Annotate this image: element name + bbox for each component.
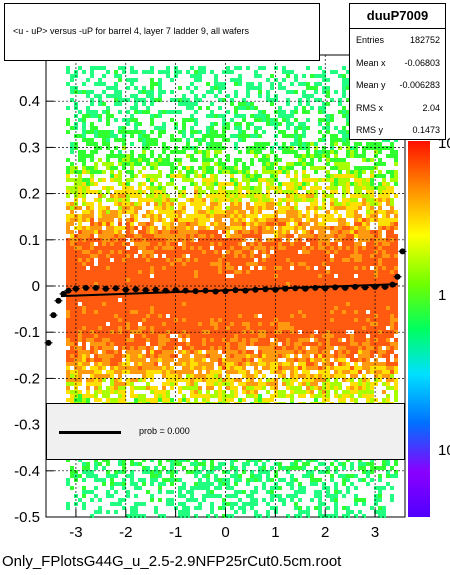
profile-point [282, 285, 289, 292]
profile-point [322, 285, 329, 292]
profile-point [332, 284, 339, 291]
fit-line-segment [60, 283, 398, 298]
profile-point [182, 287, 189, 294]
stats-name: duuP7009 [350, 4, 445, 29]
stats-key: RMS y [356, 125, 383, 135]
profile-point [399, 248, 406, 255]
stats-row: Entries 182752 [350, 29, 445, 52]
profile-point [142, 287, 149, 294]
profile-point [292, 285, 299, 292]
profile-point [172, 287, 179, 294]
profile-point [92, 284, 99, 291]
profile-point [389, 281, 396, 288]
profile-point [152, 286, 159, 293]
color-scale-labels: 10110 [438, 135, 450, 459]
x-tick-label: 2 [321, 524, 329, 541]
profile-point [202, 287, 209, 294]
y-tick-label: 0.1 [19, 232, 40, 249]
profile-point [372, 283, 379, 290]
profile-point [192, 288, 199, 295]
stats-key: Mean y [356, 80, 386, 90]
x-tick-label: 1 [271, 524, 279, 541]
profile-point [232, 287, 239, 294]
profile-point [352, 283, 359, 290]
stats-key: Mean x [356, 57, 386, 68]
stats-key: Entries [356, 35, 385, 45]
y-tick-label: -0.1 [14, 324, 40, 341]
y-tick-label: -0.2 [14, 370, 40, 387]
x-tick-label: -3 [69, 524, 82, 541]
stats-value: -0.06803 [404, 57, 440, 68]
stats-row: RMS x 2.04 [350, 97, 445, 120]
color-scale-bar [408, 141, 430, 517]
profile-point [45, 339, 52, 346]
stats-box: duuP7009 Entries 182752 Mean x -0.06803 Me… [349, 3, 446, 140]
profile-point [112, 285, 119, 292]
profile-point [342, 284, 349, 291]
profile-point [362, 284, 369, 291]
profile-point [242, 287, 249, 294]
profile-point [55, 297, 62, 304]
profile-point [132, 286, 139, 293]
y-tick-label: -0.4 [14, 463, 40, 480]
profile-point [72, 285, 79, 292]
plot-title: <u - uP> versus -uP for barrel 4, layer … [13, 26, 249, 36]
profile-points [44, 248, 407, 346]
stats-value: 0.1473 [412, 125, 440, 135]
stats-value: 182752 [409, 35, 440, 45]
axes: -3 -2 -1 0 1 2 3 -0.5 -0.4 -0.3 -0.2 -0.1 0 0.1 0.2 0.3… [14, 93, 379, 541]
profile-point [102, 285, 109, 292]
profile-point [252, 286, 259, 293]
y-tick-label: -0.3 [14, 417, 40, 434]
profile-point [65, 287, 72, 294]
x-tick-label: -2 [119, 524, 132, 541]
profile-point [122, 286, 129, 293]
profile-point [222, 288, 229, 295]
y-tick-label: 0.3 [19, 139, 40, 156]
profile-point [272, 286, 279, 293]
stats-row: Mean y -0.006283 [350, 74, 445, 97]
x-tick-label: 0 [221, 524, 229, 541]
y-tick-label: 0 [32, 278, 40, 295]
profile-point [212, 288, 219, 295]
profile-point [162, 287, 169, 294]
y-tick-label: 0.2 [19, 186, 40, 203]
file-name-footer: Only_FPlotsG44G_u_2.5-2.9NFP25rCut0.5cm.… [2, 553, 342, 570]
profile-point [262, 286, 269, 293]
y-tick-label: -0.5 [14, 509, 40, 526]
stats-row: Mean x -0.06803 [350, 52, 445, 75]
colorbar-label: 10 [438, 442, 450, 459]
stats-row: RMS y 0.1473 [350, 119, 445, 142]
profile-point [302, 285, 309, 292]
profile-point [82, 284, 89, 291]
stats-key: RMS x [356, 102, 383, 113]
y-tick-label: 0.4 [19, 93, 40, 110]
profile-point [312, 284, 319, 291]
stats-value: 2.04 [422, 102, 440, 113]
fit-legend-line [59, 431, 121, 434]
fit-line [60, 283, 398, 298]
x-tick-label: 3 [371, 524, 379, 541]
colorbar-label: 1 [438, 287, 446, 304]
fit-legend-label: prob = 0.000 [139, 426, 190, 436]
profile-point [60, 290, 67, 297]
plot-title-box: <u - uP> versus -uP for barrel 4, layer … [4, 3, 320, 61]
profile-point [394, 273, 401, 280]
x-tick-label: -1 [169, 524, 182, 541]
fit-legend: prob = 0.000 [46, 403, 405, 460]
profile-point [382, 283, 389, 290]
stats-value: -0.006283 [399, 80, 440, 90]
profile-point [50, 312, 57, 319]
